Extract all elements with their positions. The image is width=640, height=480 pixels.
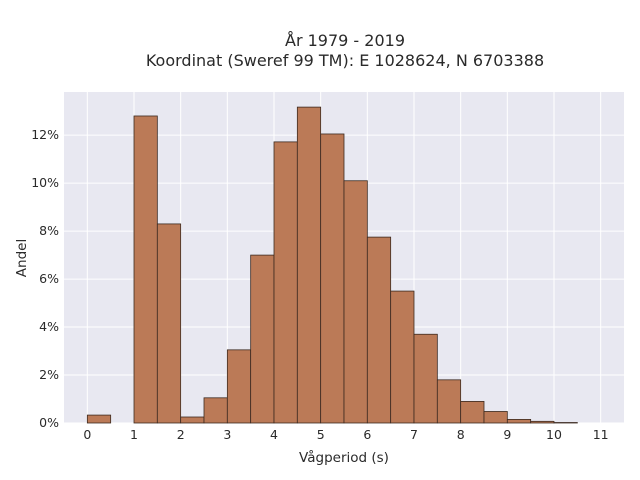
y-axis-label: Andel [14,239,30,277]
x-axis-label: Vågperiod (s) [299,449,389,466]
y-tick-label: 8% [39,223,59,238]
histogram-bar [483,411,508,424]
histogram-bar [296,106,322,424]
histogram-bar [86,414,112,424]
x-tick-label: 1 [130,427,138,442]
bars-group [86,106,578,424]
y-tick-label: 10% [31,175,59,190]
chart-title-line1: År 1979 - 2019 [285,31,405,50]
y-tick-label: 6% [39,271,59,286]
histogram-bar [413,333,438,424]
x-tick-label: 6 [363,427,371,442]
histogram-bar [250,254,275,424]
histogram-bar [133,115,158,424]
histogram-bar [506,419,532,424]
histogram-bar [530,420,555,424]
histogram-bar [320,133,345,424]
x-tick-label: 4 [270,427,278,442]
histogram-bar [343,180,368,424]
histogram-bar [203,397,228,424]
histogram-bar [156,223,182,424]
histogram-bar [180,416,205,424]
x-tick-label: 5 [317,427,325,442]
histogram-bar [460,401,485,424]
y-tick-label: 0% [39,415,59,430]
x-axis-ticks: 0 1 2 3 4 5 6 7 8 9 10 11 [83,427,608,442]
y-tick-label: 12% [31,127,59,142]
histogram-bar [436,379,462,424]
x-tick-label: 2 [177,427,185,442]
histogram-bar [390,290,415,424]
histogram-bar [366,236,392,424]
x-tick-label: 3 [223,427,231,442]
x-tick-label: 10 [546,427,562,442]
x-tick-label: 9 [503,427,511,442]
x-tick-label: 0 [83,427,91,442]
histogram-bar [273,141,298,424]
x-tick-label: 11 [593,427,609,442]
y-axis-ticks: 0% 2% 4% 6% 8% 10% 12% [31,127,59,430]
y-tick-label: 2% [39,367,59,382]
chart-title-line2: Koordinat (Sweref 99 TM): E 1028624, N 6… [146,51,544,70]
x-tick-label: 7 [410,427,418,442]
y-tick-label: 4% [39,319,59,334]
x-tick-label: 8 [457,427,465,442]
histogram-bar [226,349,252,424]
